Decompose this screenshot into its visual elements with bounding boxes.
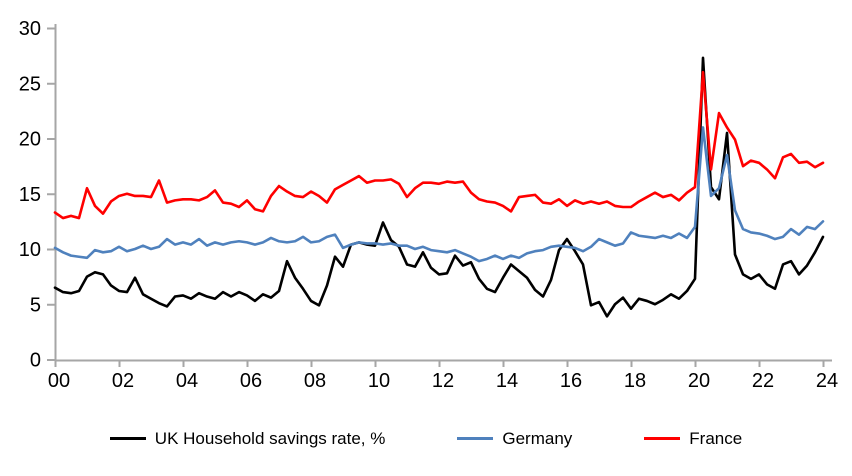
x-tick-label: 06 [240,370,262,392]
legend-line-swatch-uk [109,437,146,440]
x-tick-label: 02 [112,370,134,392]
x-tick-label: 16 [560,370,582,392]
legend-line-swatch-france [644,437,681,440]
x-tick-label: 00 [48,370,70,392]
y-tick-label: 25 [19,73,41,95]
legend-label-germany: Germany [502,429,573,448]
y-tick-label: 10 [19,239,41,261]
x-tick-label: 12 [432,370,454,392]
x-tick-label: 04 [176,370,198,392]
legend-line-swatch-germany [457,437,494,440]
x-tick-label: 20 [688,370,710,392]
legend-label-france: France [689,429,743,448]
x-tick-label: 14 [496,370,518,392]
chart-legend: UK Household savings rate, % Germany Fra… [0,430,852,447]
legend-item-france: France [644,430,742,447]
y-tick-label: 0 [30,350,41,372]
legend-label-uk: UK Household savings rate, % [154,429,386,448]
x-tick-label: 18 [624,370,646,392]
y-tick-label: 20 [19,129,41,151]
series-line-2 [53,70,825,220]
x-tick-label: 24 [816,370,838,392]
y-tick-label: 30 [19,18,41,40]
legend-item-germany: Germany [457,430,572,447]
series-line-0 [53,56,825,318]
x-axis: 00 02 04 06 08 10 12 14 16 18 20 22 24 [48,359,838,392]
y-tick-label: 5 [30,294,41,316]
series-line-1 [53,126,825,263]
x-tick-label: 10 [368,370,390,392]
series-lines [53,56,825,318]
y-tick-label: 15 [19,184,41,206]
y-axis: 0 5 10 15 20 25 30 [19,18,57,372]
x-tick-label: 08 [304,370,326,392]
x-tick-label: 22 [752,370,774,392]
legend-item-uk: UK Household savings rate, % [109,429,386,448]
